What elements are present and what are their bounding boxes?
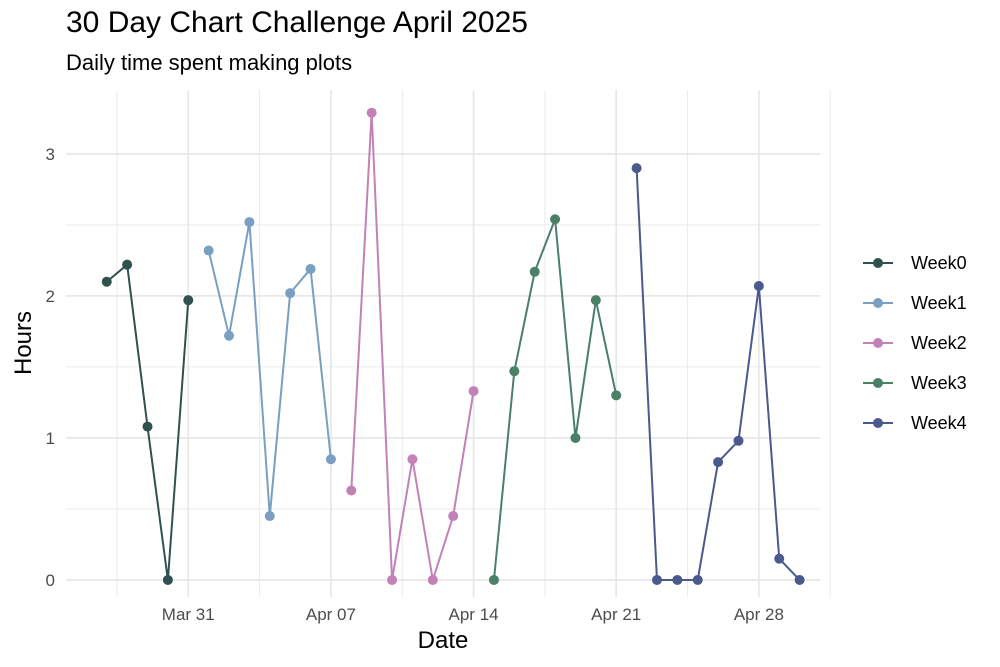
data-point-week2	[346, 485, 357, 496]
data-point-week2	[448, 511, 459, 522]
legend-label: Week1	[911, 293, 967, 313]
data-point-week1	[325, 454, 336, 465]
x-axis-ticks: Mar 31 Apr 07 Apr 14 Apr 21 Apr 28	[162, 605, 784, 624]
data-point-week4	[794, 574, 805, 585]
legend-label: Week0	[911, 253, 967, 273]
data-point-week4	[631, 163, 642, 174]
y-tick-label: 2	[46, 287, 55, 306]
data-point-week2	[387, 574, 398, 585]
data-point-week3	[590, 295, 601, 306]
legend-item-week4: Week4	[863, 413, 967, 433]
legend-marker	[873, 298, 883, 308]
data-point-week2	[366, 107, 377, 118]
data-point-week4	[774, 553, 785, 564]
data-point-week1	[285, 288, 296, 299]
legend-item-week3: Week3	[863, 373, 967, 393]
y-tick-label: 3	[46, 145, 55, 164]
data-point-week4	[692, 574, 703, 585]
legend-label: Week2	[911, 333, 967, 353]
data-point-week3	[488, 574, 499, 585]
data-point-week4	[651, 574, 662, 585]
legend-item-week0: Week0	[863, 253, 967, 273]
data-point-week3	[570, 432, 581, 443]
data-point-week1	[264, 511, 275, 522]
data-point-week3	[550, 214, 561, 225]
data-point-week0	[162, 574, 173, 585]
data-point-week4	[753, 280, 764, 291]
data-point-week4	[672, 574, 683, 585]
legend-marker	[873, 258, 883, 268]
data-point-week2	[468, 386, 479, 397]
series-line-week4	[635, 168, 801, 581]
legend-marker	[873, 338, 883, 348]
legend-label: Week4	[911, 413, 967, 433]
y-tick-label: 1	[46, 429, 55, 448]
data-point-week0	[101, 276, 112, 287]
data-point-week1	[305, 263, 316, 274]
data-point-week3	[611, 390, 622, 401]
y-axis-ticks: 0 1 2 3	[46, 145, 55, 590]
x-tick-label: Apr 07	[306, 605, 356, 624]
legend-marker	[873, 378, 883, 388]
legend-label: Week3	[911, 373, 967, 393]
legend: Week0 Week1 Week2 Week3 Week4	[863, 253, 967, 433]
data-point-week3	[509, 366, 520, 377]
data-point-week1	[244, 217, 255, 228]
chart-title: 30 Day Chart Challenge April 2025	[66, 6, 528, 39]
series-line-week2	[350, 112, 475, 581]
chart-subtitle: Daily time spent making plots	[66, 50, 353, 75]
data-point-week0	[122, 259, 133, 270]
x-axis-label: Date	[418, 627, 469, 654]
data-point-week0	[142, 421, 153, 432]
data-point-week2	[427, 574, 438, 585]
x-tick-label: Apr 14	[449, 605, 499, 624]
series-points	[101, 107, 805, 585]
data-point-week1	[203, 245, 214, 256]
x-tick-label: Mar 31	[162, 605, 215, 624]
series-lines	[106, 112, 801, 581]
data-point-week4	[733, 435, 744, 446]
data-point-week4	[713, 457, 724, 468]
legend-item-week2: Week2	[863, 333, 967, 353]
legend-marker	[873, 418, 883, 428]
data-point-week1	[224, 330, 235, 341]
data-point-week3	[529, 266, 540, 277]
grid-lines	[66, 90, 831, 597]
y-axis-label: Hours	[10, 311, 37, 375]
x-tick-label: Apr 28	[734, 605, 784, 624]
x-tick-label: Apr 21	[591, 605, 641, 624]
legend-item-week1: Week1	[863, 293, 967, 313]
series-line-week3	[492, 218, 618, 581]
data-point-week2	[407, 454, 418, 465]
data-point-week0	[183, 295, 194, 306]
y-tick-label: 0	[46, 571, 55, 590]
